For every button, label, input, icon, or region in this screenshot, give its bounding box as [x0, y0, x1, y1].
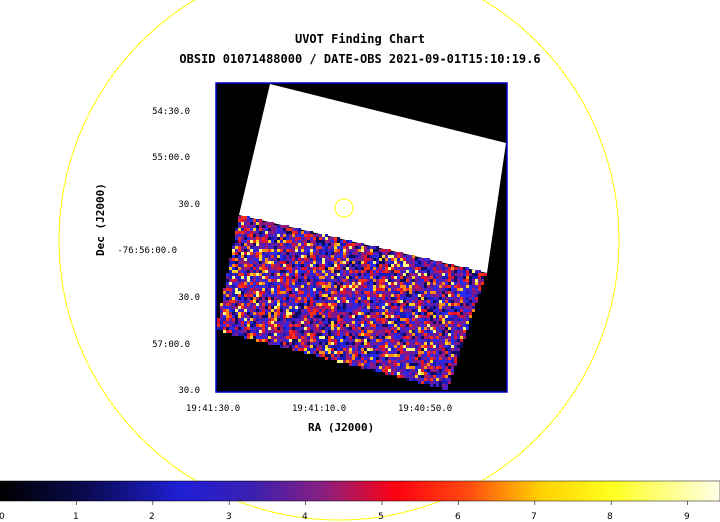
- y-tick-label: 30.0: [178, 200, 200, 210]
- fov-circle: [58, 0, 620, 521]
- colorbar-tick-label: 4: [302, 512, 308, 522]
- colorbar-tick-label: 0: [0, 512, 5, 522]
- y-tick-label: 30.0: [178, 386, 200, 396]
- x-tick-label: 19:41:30.0: [186, 404, 241, 414]
- y-tick-label: 54:30.0: [152, 107, 190, 117]
- exposure-empty-region: [239, 84, 506, 273]
- y-tick-label: 57:00.0: [152, 340, 190, 350]
- colorbar-tick-label: 8: [607, 512, 613, 522]
- chart-title: UVOT Finding Chart: [294, 32, 426, 46]
- exposure-noise-region: [217, 216, 487, 390]
- colorbar-tick-marks: [76, 501, 688, 505]
- colorbar-tick-label: 3: [226, 512, 232, 522]
- y-tick-label: -76:56:00.0: [117, 246, 177, 256]
- y-axis-title: Dec (J2000): [94, 183, 107, 256]
- y-tick-label: 55:00.0: [152, 153, 190, 163]
- source-marker: [334, 198, 354, 218]
- colorbar-tick-label: 2: [149, 512, 155, 522]
- x-axis-title: RA (J2000): [308, 421, 375, 434]
- y-tick-label: 30.0: [178, 293, 200, 303]
- colorbar-tick-label: 5: [378, 512, 384, 522]
- colorbar-tick-label: 9: [684, 512, 690, 522]
- colorbar-tick-label: 6: [455, 512, 461, 522]
- x-tick-label: 19:40:50.0: [398, 404, 453, 414]
- colorbar: [0, 480, 720, 502]
- x-tick-label: 19:41:10.0: [292, 404, 347, 414]
- colorbar-tick-label: 1: [73, 512, 79, 522]
- chart-subtitle: OBSID 01071488000 / DATE-OBS 2021-09-01T…: [179, 52, 541, 66]
- colorbar-tick-label: 7: [531, 512, 537, 522]
